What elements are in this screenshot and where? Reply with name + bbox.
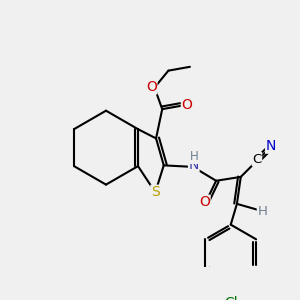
Text: H: H [257, 205, 267, 218]
Text: N: N [189, 158, 199, 172]
Text: N: N [266, 139, 276, 153]
Text: Cl: Cl [224, 296, 238, 300]
Text: O: O [146, 80, 157, 94]
Text: O: O [199, 195, 210, 209]
Text: H: H [189, 150, 198, 164]
Text: C: C [252, 153, 262, 166]
Text: S: S [151, 185, 160, 199]
Text: O: O [182, 98, 192, 112]
